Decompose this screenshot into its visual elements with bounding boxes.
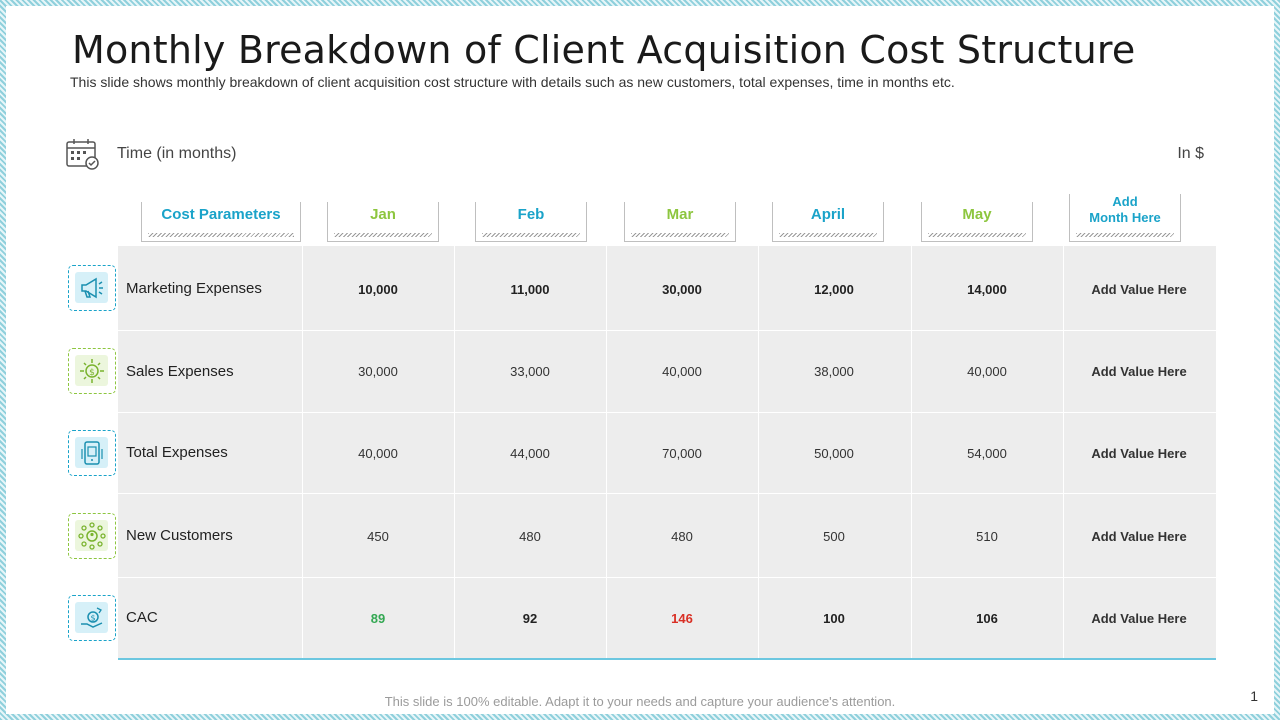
table-cell: 480 [519, 529, 541, 544]
row-label-marketing-expenses: Marketing Expenses [126, 280, 262, 297]
table-cell: 38,000 [814, 364, 854, 379]
add-value-cell: Add Value Here [1091, 364, 1187, 379]
row-label-sales-expenses: Sales Expenses [126, 363, 234, 380]
footer-note: This slide is 100% editable. Adapt it to… [384, 694, 896, 709]
table-cell: 54,000 [967, 446, 1007, 461]
page-subtitle: This slide shows monthly breakdown of cl… [70, 74, 955, 90]
table-cell: 33,000 [510, 364, 550, 379]
megaphone-icon [68, 265, 116, 311]
row-label-cac: CAC [126, 609, 158, 626]
table-cell: 510 [976, 529, 998, 544]
col-header-feb: Feb [475, 202, 587, 242]
unit-label: In $ [1177, 145, 1204, 162]
add-value-cell: Add Value Here [1091, 446, 1187, 461]
table-cell: 40,000 [358, 446, 398, 461]
row-label-total-expenses: Total Expenses [126, 444, 228, 461]
table-cell: 11,000 [510, 282, 550, 297]
table-cell: 146 [671, 611, 693, 626]
page-number: 1 [1250, 688, 1258, 704]
table-cell: 40,000 [967, 364, 1007, 379]
table-cell: 12,000 [814, 282, 854, 297]
add-value-cell: Add Value Here [1091, 529, 1187, 544]
table-cell: 106 [976, 611, 998, 626]
table-cell: 480 [671, 529, 693, 544]
customer-network-icon [68, 513, 116, 559]
table-cell: 50,000 [814, 446, 854, 461]
col-header-jan: Jan [327, 202, 439, 242]
table-cell: 10,000 [358, 282, 398, 297]
row-label-new-customers: New Customers [126, 527, 233, 544]
table-cell: 100 [823, 611, 845, 626]
invoice-phone-icon [68, 430, 116, 476]
col-header-cost-parameters: Cost Parameters [141, 202, 301, 242]
svg-text:$: $ [90, 614, 95, 623]
svg-text:$: $ [89, 368, 95, 378]
page-title: Monthly Breakdown of Client Acquisition … [72, 28, 1136, 72]
table-cell: 30,000 [358, 364, 398, 379]
col-header-april: April [772, 202, 884, 242]
table-cell: 40,000 [662, 364, 702, 379]
time-label: Time (in months) [117, 145, 237, 162]
table-cell: 500 [823, 529, 845, 544]
slide: Monthly Breakdown of Client Acquisition … [6, 6, 1274, 714]
add-value-cell: Add Value Here [1091, 611, 1187, 626]
table-cell: 89 [370, 611, 386, 626]
data-table [118, 246, 1216, 659]
col-header-add-month: Add Month Here [1069, 194, 1181, 242]
table-cell: 92 [522, 611, 538, 626]
table-cell: 450 [367, 529, 389, 544]
dollar-gear-icon: $ [68, 348, 116, 394]
calendar-icon [66, 139, 99, 170]
hand-coin-icon: $ [68, 595, 116, 641]
col-header-may: May [921, 202, 1033, 242]
add-value-cell: Add Value Here [1091, 282, 1187, 297]
table-cell: 14,000 [967, 282, 1007, 297]
table-cell: 44,000 [510, 446, 550, 461]
col-header-mar: Mar [624, 202, 736, 242]
table-cell: 70,000 [662, 446, 702, 461]
table-cell: 30,000 [662, 282, 702, 297]
